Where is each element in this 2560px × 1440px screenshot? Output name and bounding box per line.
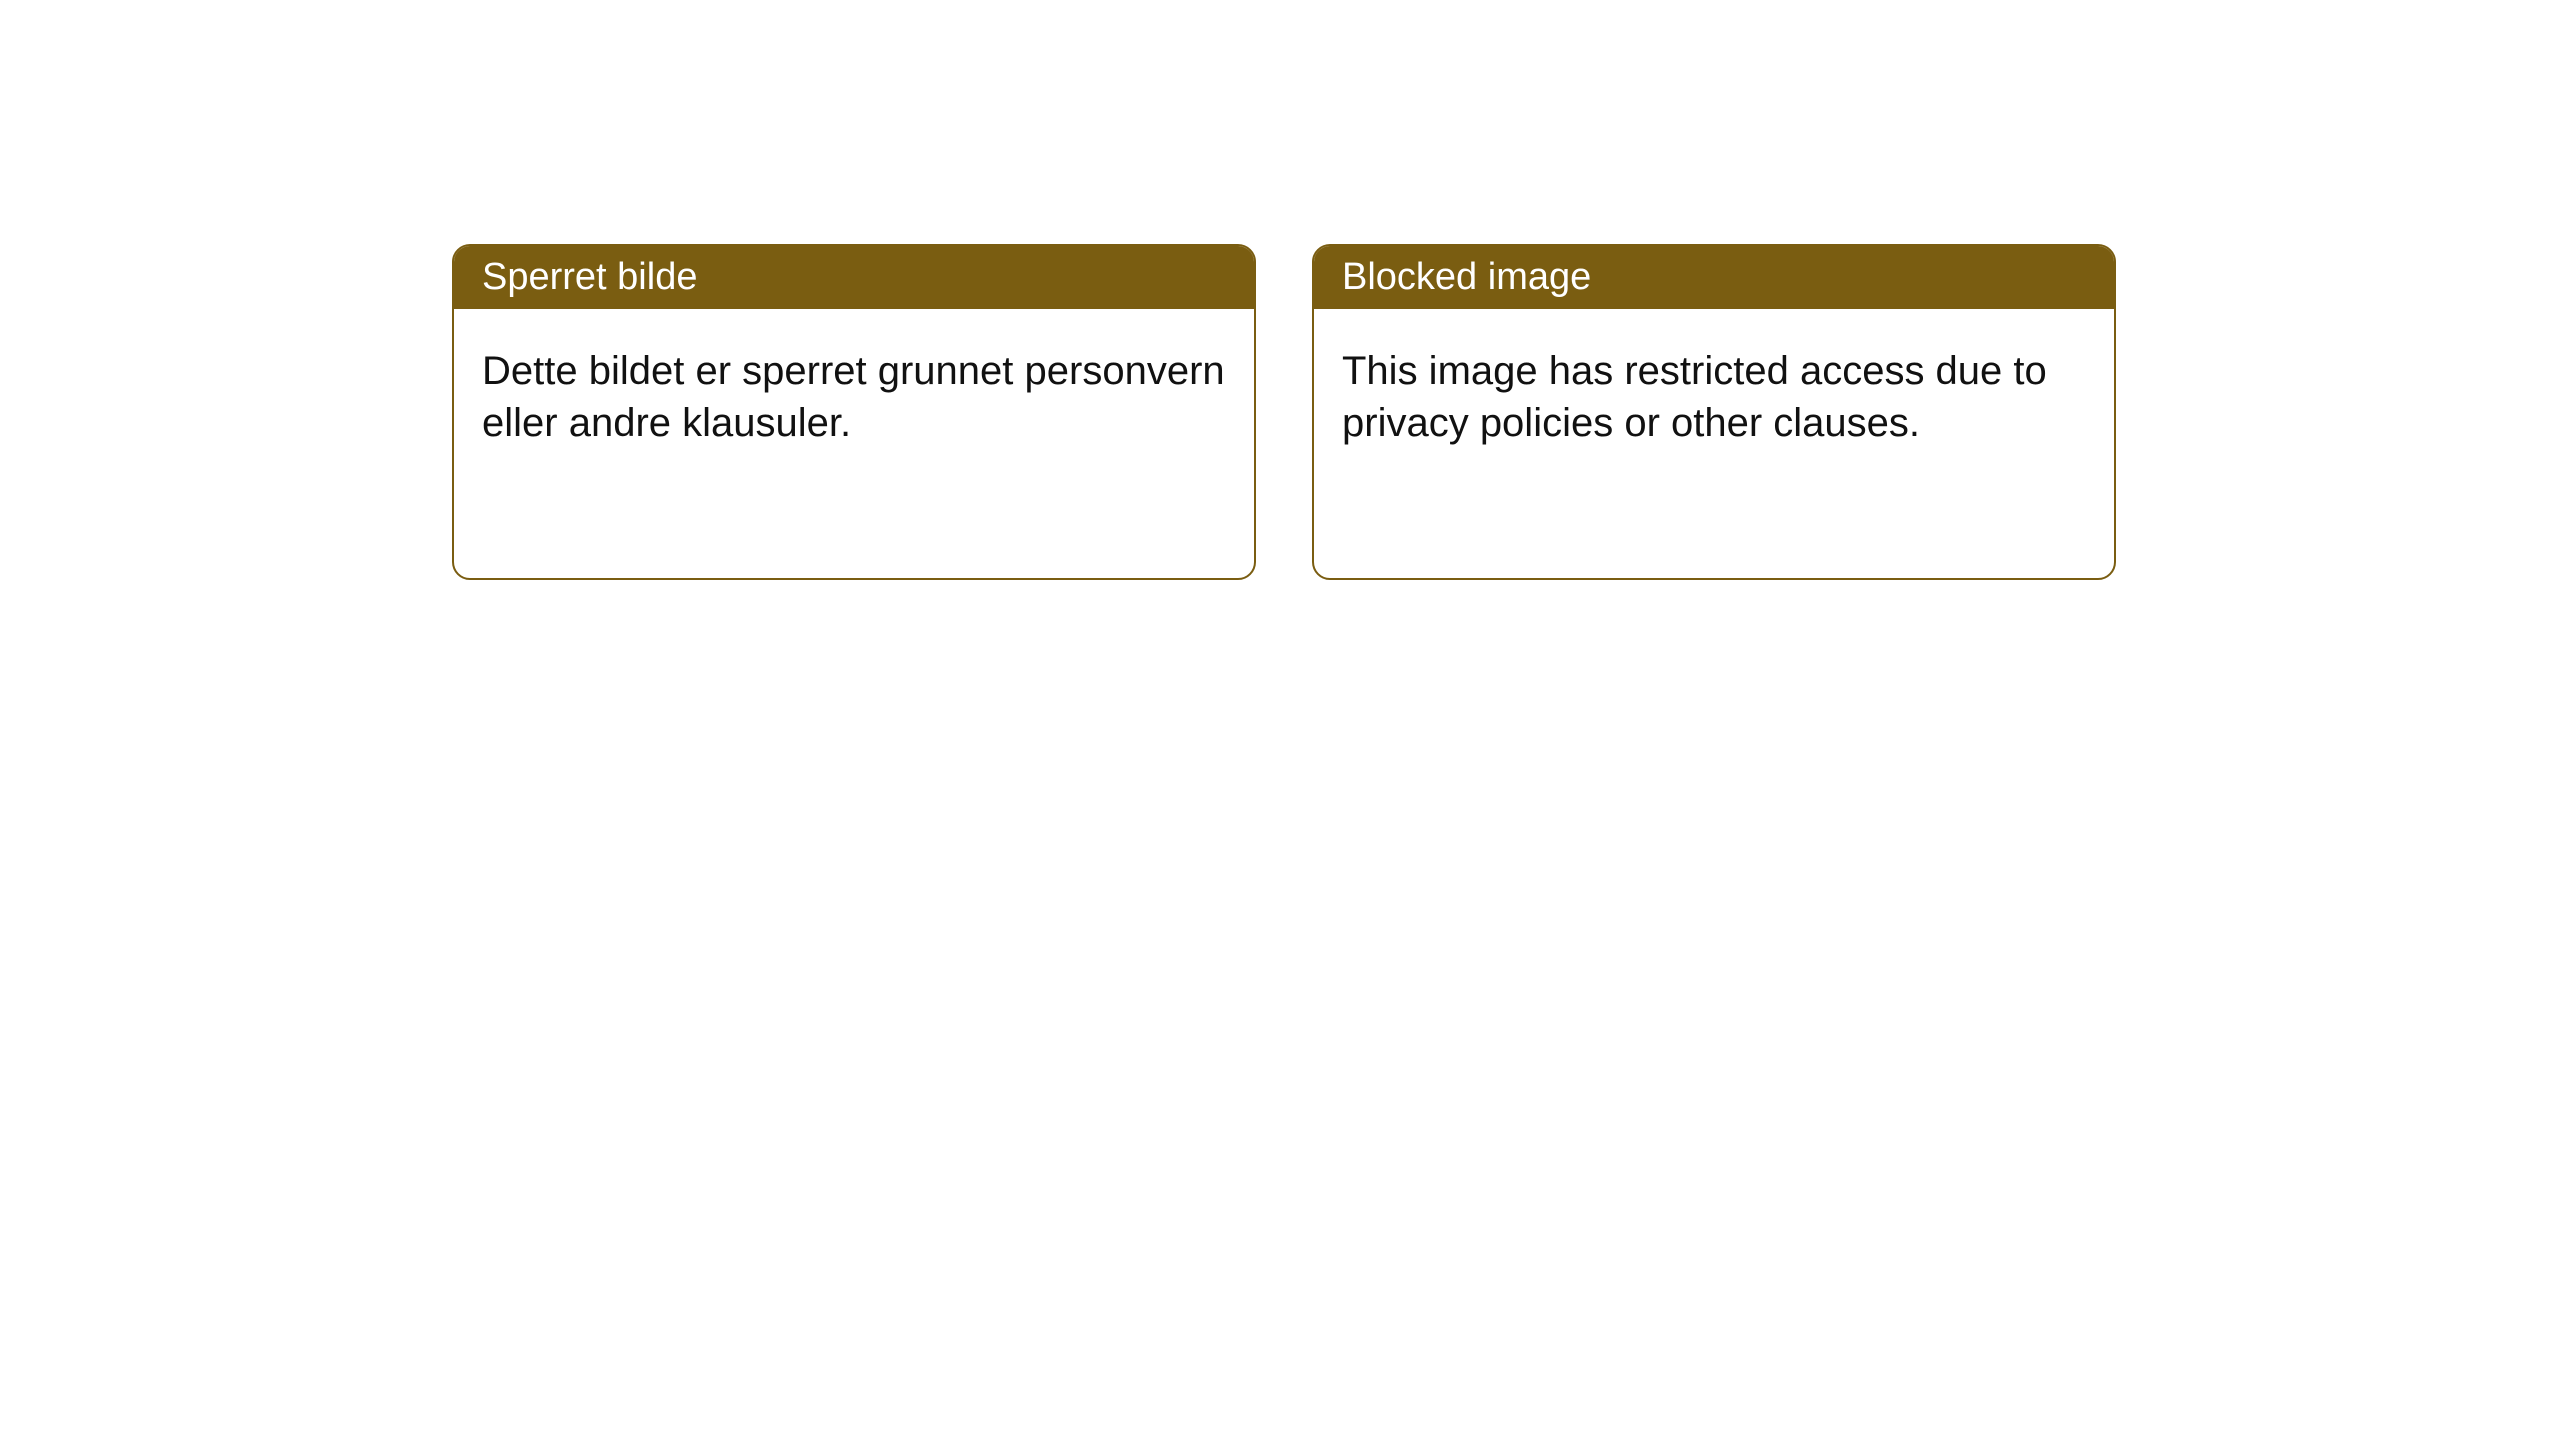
notice-card-norwegian: Sperret bilde Dette bildet er sperret gr… [452, 244, 1256, 580]
notice-card-header: Blocked image [1314, 246, 2114, 309]
notice-card-english: Blocked image This image has restricted … [1312, 244, 2116, 580]
notice-body-text: This image has restricted access due to … [1342, 349, 2047, 445]
notice-card-body: This image has restricted access due to … [1314, 309, 2114, 485]
notice-card-header: Sperret bilde [454, 246, 1254, 309]
notice-title: Sperret bilde [482, 256, 697, 298]
notice-body-text: Dette bildet er sperret grunnet personve… [482, 349, 1225, 445]
notice-card-body: Dette bildet er sperret grunnet personve… [454, 309, 1254, 485]
notice-title: Blocked image [1342, 256, 1591, 298]
notice-container: Sperret bilde Dette bildet er sperret gr… [0, 0, 2560, 580]
